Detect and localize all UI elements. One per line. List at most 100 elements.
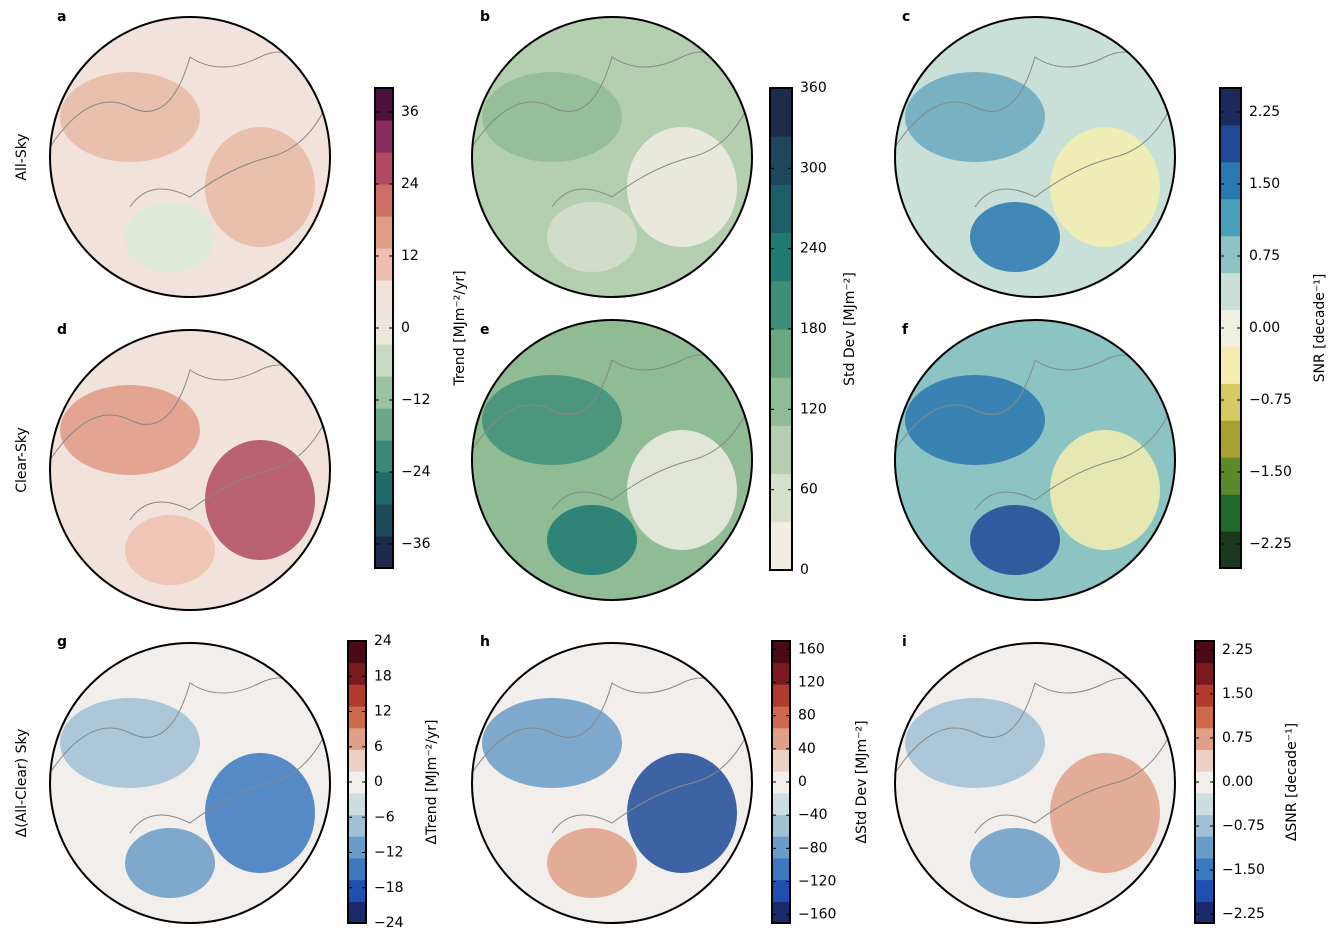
map-blob bbox=[125, 828, 215, 898]
colorbar-tick-label: 0 bbox=[401, 320, 410, 336]
colorbar-tick-label: 180 bbox=[800, 321, 827, 337]
colorbar-tick-label: 160 bbox=[798, 641, 825, 657]
colorbar-label: SNR [decade⁻¹] bbox=[1312, 274, 1328, 383]
colorbar-band bbox=[375, 88, 393, 121]
colorbar-band bbox=[1195, 663, 1214, 685]
colorbar-tick-label: 2.25 bbox=[1249, 104, 1280, 120]
colorbar-band bbox=[1195, 706, 1214, 728]
colorbar-band bbox=[1195, 641, 1214, 663]
colorbar-tick-label: 60 bbox=[800, 482, 818, 498]
colorbar-tick-label: 0 bbox=[800, 562, 809, 578]
colorbar-tick-label: 0 bbox=[798, 774, 807, 790]
colorbar-band bbox=[375, 472, 393, 505]
colorbar-band bbox=[770, 88, 792, 137]
colorbar-tick-label: 2.25 bbox=[1222, 642, 1253, 658]
colorbar-tick-label: −2.25 bbox=[1222, 906, 1265, 922]
colorbar-band bbox=[770, 184, 792, 233]
colorbar-band bbox=[1195, 858, 1214, 880]
colorbar-band bbox=[1220, 125, 1241, 162]
colorbar-tick-label: 24 bbox=[401, 176, 419, 192]
colorbar-band bbox=[375, 344, 393, 377]
colorbar-band bbox=[772, 706, 790, 728]
colorbar-tick-label: 0.75 bbox=[1249, 248, 1280, 264]
colorbar-band bbox=[772, 793, 790, 815]
colorbar-tick-label: 300 bbox=[800, 160, 827, 176]
colorbar-band bbox=[772, 728, 790, 750]
colorbar-band bbox=[1195, 684, 1214, 706]
colorbar-band bbox=[348, 641, 366, 663]
colorbar-label: ΔStd Dev [MJm⁻²] bbox=[854, 720, 870, 843]
colorbar-tick-label: 18 bbox=[374, 668, 392, 684]
colorbar-tick-label: 1.50 bbox=[1249, 176, 1280, 192]
colorbar-tick-label: −18 bbox=[374, 880, 404, 896]
colorbar-tick-label: −2.25 bbox=[1249, 536, 1292, 552]
figure: abcdefghiAll-SkyClear-SkyΔ(All-Clear) Sk… bbox=[0, 0, 1334, 931]
map-blob bbox=[125, 202, 215, 272]
colorbar-tick-label: 40 bbox=[798, 741, 816, 757]
row-label: Δ(All-Clear) Sky bbox=[14, 729, 30, 838]
colorbar-band bbox=[772, 858, 790, 880]
colorbar-band bbox=[772, 815, 790, 837]
colorbar-band bbox=[772, 836, 790, 858]
colorbar-tick-label: 0.75 bbox=[1222, 730, 1253, 746]
colorbar-band bbox=[1195, 728, 1214, 750]
colorbar-band bbox=[375, 152, 393, 185]
colorbar-tick-label: 240 bbox=[800, 241, 827, 257]
map-blob bbox=[205, 440, 315, 560]
colorbar-band bbox=[348, 706, 366, 728]
panel-letter: d bbox=[57, 322, 67, 338]
colorbar-tick-label: −80 bbox=[798, 840, 828, 856]
map-blob bbox=[547, 202, 637, 272]
colorbar-band bbox=[375, 408, 393, 441]
colorbar-tick-label: 360 bbox=[800, 80, 827, 96]
colorbar-band bbox=[348, 880, 366, 902]
map-blob bbox=[205, 753, 315, 873]
colorbar-band bbox=[772, 641, 790, 663]
colorbar-band bbox=[1220, 273, 1241, 310]
colorbar-tick-label: −1.50 bbox=[1249, 464, 1292, 480]
colorbar-label: Std Dev [MJm⁻²] bbox=[842, 272, 858, 386]
colorbar-band bbox=[348, 836, 366, 858]
map-blob bbox=[125, 515, 215, 585]
colorbar-tick-label: −1.50 bbox=[1222, 862, 1265, 878]
colorbar-band bbox=[375, 184, 393, 217]
colorbar-band bbox=[1220, 236, 1241, 273]
colorbar-band bbox=[772, 684, 790, 706]
colorbar-band bbox=[375, 504, 393, 537]
colorbar-tick-label: 120 bbox=[798, 674, 825, 690]
colorbar-band bbox=[772, 880, 790, 902]
colorbar-band bbox=[375, 120, 393, 153]
colorbar-band bbox=[1220, 162, 1241, 199]
colorbar-band bbox=[770, 329, 792, 378]
colorbar-band bbox=[1220, 531, 1241, 568]
colorbar-band bbox=[348, 858, 366, 880]
map-blob bbox=[970, 828, 1060, 898]
map-blob bbox=[627, 430, 737, 550]
colorbar-band bbox=[1195, 836, 1214, 858]
colorbar-tick-label: 1.50 bbox=[1222, 686, 1253, 702]
colorbar-tick-label: −40 bbox=[798, 807, 828, 823]
panel-letter: c bbox=[902, 9, 910, 25]
colorbar-tick-label: 0.00 bbox=[1249, 320, 1280, 336]
panel-letter: g bbox=[57, 634, 67, 650]
colorbar-band bbox=[770, 474, 792, 523]
colorbar-band bbox=[772, 749, 790, 771]
colorbar-tick-label: 120 bbox=[800, 401, 827, 417]
colorbar-band bbox=[1195, 793, 1214, 815]
panel-letter: i bbox=[902, 634, 907, 650]
colorbar-tick-label: 12 bbox=[401, 248, 419, 264]
colorbar-band bbox=[770, 522, 792, 571]
colorbar-band bbox=[375, 248, 393, 281]
colorbar-band bbox=[1220, 199, 1241, 236]
colorbar-tick-label: −24 bbox=[374, 915, 404, 931]
map-blob bbox=[970, 505, 1060, 575]
colorbar-tick-label: 24 bbox=[374, 633, 392, 649]
colorbar-label: ΔTrend [MJm⁻²/yr] bbox=[424, 720, 440, 845]
map-blob bbox=[205, 127, 315, 247]
colorbar-band bbox=[1220, 420, 1241, 457]
colorbar-band bbox=[770, 136, 792, 185]
colorbar-tick-label: −24 bbox=[401, 464, 431, 480]
colorbar-band bbox=[375, 536, 393, 569]
colorbar-tick-label: −36 bbox=[401, 536, 431, 552]
colorbar-band bbox=[375, 376, 393, 409]
